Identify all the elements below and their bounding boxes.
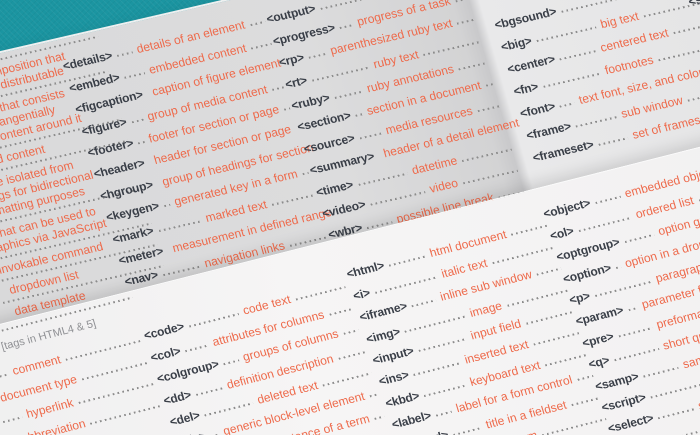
- dotted-leader: [339, 23, 354, 29]
- dotted-leader: [302, 172, 309, 176]
- dotted-leader: [157, 183, 159, 186]
- tag-description: list item: [496, 428, 539, 435]
- dotted-leader: [485, 83, 494, 87]
- dotted-leader: [131, 118, 144, 123]
- dotted-leader: [615, 265, 621, 269]
- dotted-leader: [628, 307, 639, 312]
- dotted-leader: [343, 329, 359, 336]
- dotted-leader: [168, 250, 169, 253]
- dotted-leader: [117, 51, 133, 58]
- dotted-leader: [435, 410, 453, 417]
- dotted-leader: [577, 375, 594, 382]
- dotted-leader: [369, 393, 379, 398]
- dotted-leader: [223, 359, 240, 366]
- dotted-leader: [457, 18, 475, 25]
- dotted-leader: [272, 85, 285, 91]
- dotted-leader: [249, 21, 266, 27]
- dotted-leader: [295, 128, 297, 131]
- dotted-leader: [379, 155, 380, 158]
- dotted-leader: [687, 90, 700, 102]
- dotted-leader: [559, 102, 575, 108]
- dotted-leader: [283, 107, 291, 111]
- dotted-leader: [138, 140, 145, 145]
- dotted-leader: [163, 203, 171, 208]
- tag-name: <div>: [174, 429, 207, 435]
- dotted-leader: [149, 162, 151, 165]
- dotted-leader: [308, 53, 327, 59]
- dotted-leader: [374, 415, 385, 420]
- dotted-leader: [455, 0, 469, 3]
- dotted-leader: [355, 113, 364, 118]
- dotted-leader: [661, 427, 700, 435]
- dotted-leader: [147, 94, 149, 97]
